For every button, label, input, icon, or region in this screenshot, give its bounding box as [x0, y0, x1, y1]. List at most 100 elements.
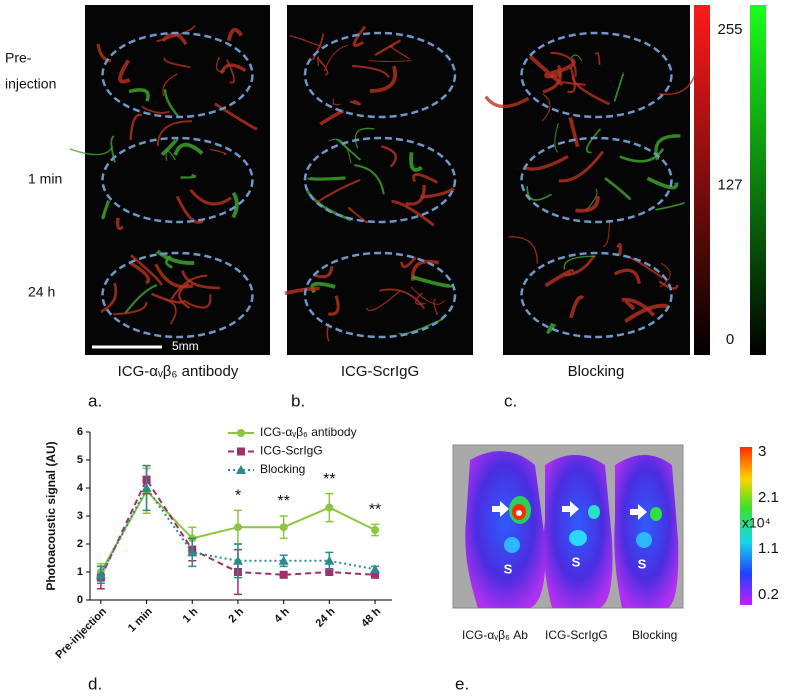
point — [141, 483, 152, 492]
vessel — [391, 200, 435, 227]
vessel — [96, 43, 112, 63]
vessel — [415, 292, 426, 305]
region-outline — [101, 31, 254, 119]
colorbar-tick-label: 255 — [717, 21, 742, 38]
region-outline — [520, 251, 673, 339]
vessel — [323, 44, 348, 72]
vessel — [569, 295, 585, 319]
vessel — [594, 52, 601, 65]
panel-letter: b. — [291, 391, 305, 410]
red-colorbar — [694, 5, 710, 355]
y-tick-label: 1 — [77, 566, 83, 578]
point — [187, 547, 198, 557]
vessel — [129, 261, 151, 285]
vessel — [541, 93, 551, 122]
colorbar-tick-label: 1.1 — [758, 540, 779, 557]
panel-caption: ICG-αᵥβ₆ antibody — [118, 363, 239, 380]
vessel — [526, 186, 552, 201]
vessel — [411, 275, 454, 288]
fluorescence-image — [452, 444, 684, 609]
point — [371, 570, 380, 579]
vessel — [185, 294, 212, 309]
vessel — [164, 298, 177, 325]
legend-label: ICG-αᵥβ₆ antibody — [260, 425, 357, 439]
image-caption: ICG-αᵥβ₆ Ab — [462, 628, 528, 642]
vessel — [554, 122, 559, 153]
vessel — [165, 150, 176, 161]
vessel — [130, 254, 163, 286]
vessel — [100, 282, 118, 313]
point — [279, 570, 288, 579]
vessel — [307, 176, 346, 181]
vessel — [352, 64, 390, 78]
colorbar-unit: x10⁴ — [742, 515, 771, 531]
row-label: 24 h — [28, 284, 55, 300]
panel-caption: ICG-ScrIgG — [341, 363, 419, 380]
image-panel — [503, 5, 690, 355]
vessel — [317, 57, 329, 76]
vessel — [550, 51, 577, 77]
vessel — [180, 174, 197, 179]
vessel — [379, 288, 426, 310]
vessel — [420, 186, 455, 199]
y-axis-label: Photoacoustic signal (AU) — [44, 441, 58, 590]
panel-letter: c. — [504, 391, 517, 410]
vessel — [128, 88, 150, 102]
vessel — [141, 105, 171, 114]
legend-label: ICG-ScrIgG — [260, 444, 323, 458]
fluorescence-colorbar — [740, 447, 752, 605]
vessel — [311, 33, 325, 61]
vessel — [433, 298, 439, 316]
point — [278, 555, 289, 565]
point — [279, 523, 288, 532]
vessel — [327, 295, 340, 316]
vessel — [178, 282, 191, 309]
vessel — [624, 303, 668, 323]
y-tick-label: 3 — [77, 510, 83, 522]
vessel — [604, 177, 632, 201]
vessel — [369, 59, 412, 63]
vessel — [154, 263, 194, 289]
significance-mark: ** — [369, 502, 381, 519]
vessel — [568, 116, 580, 148]
vessel — [616, 242, 622, 256]
vessel — [410, 286, 446, 305]
panel-caption: Blocking — [568, 363, 625, 380]
vessel — [162, 73, 178, 96]
vessel — [215, 56, 226, 73]
vessel — [544, 269, 575, 288]
panel-letter: e. — [455, 674, 469, 693]
vessel — [374, 39, 401, 57]
y-tick-label: 0 — [77, 594, 83, 606]
vessel — [400, 256, 417, 269]
vessel — [658, 280, 679, 290]
vessel — [226, 27, 244, 42]
image-caption: Blocking — [632, 628, 677, 642]
vessel — [332, 98, 341, 106]
vessel — [571, 75, 610, 106]
vessel — [113, 301, 148, 316]
region-outline — [520, 31, 673, 119]
vessel — [613, 268, 641, 284]
vessel — [317, 55, 319, 67]
vessel — [214, 102, 258, 131]
point — [325, 568, 334, 576]
colorbar-tick-label: 0 — [726, 331, 734, 348]
vessel — [602, 219, 611, 247]
x-tick-label: Pre-injection — [53, 605, 109, 661]
vessel — [289, 35, 322, 48]
x-tick-label: 24 h — [313, 605, 337, 629]
vessel — [352, 25, 367, 47]
colorbar-tick-label: 127 — [717, 177, 742, 194]
vessel — [655, 201, 686, 211]
y-tick-label: 4 — [77, 482, 84, 494]
vessel — [619, 147, 665, 163]
vessel — [118, 59, 131, 84]
green-colorbar — [750, 5, 766, 355]
region-outline — [303, 136, 457, 224]
x-tick-label: 2 h — [226, 606, 246, 626]
vessel — [156, 120, 193, 147]
vessel — [173, 142, 204, 156]
vessel — [575, 195, 600, 213]
vessel — [151, 292, 187, 304]
